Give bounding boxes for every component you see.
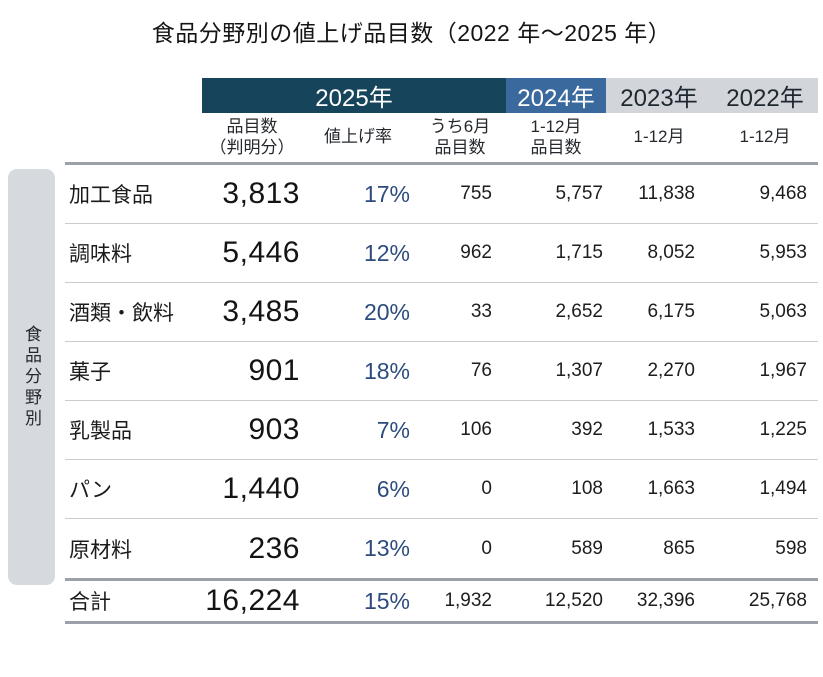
row-june-2025: 962 (460, 242, 492, 263)
row-2022: 1,225 (759, 419, 807, 440)
total-items-2025: 16,224 (205, 584, 300, 617)
row-2024: 1,307 (555, 360, 603, 381)
row-rate-2025: 18% (363, 357, 410, 384)
row-2024: 5,757 (555, 183, 603, 204)
total-label: 合計 (69, 591, 111, 614)
total-2022: 25,768 (748, 590, 807, 611)
row-items-2025: 236 (248, 531, 300, 565)
col-header-items-line1: 品目数 (226, 116, 278, 136)
row-items-2025: 1,440 (222, 472, 300, 505)
row-2024: 589 (571, 537, 603, 559)
row-2022: 9,468 (759, 183, 807, 204)
row-category: 加工食品 (69, 184, 153, 207)
row-2023: 865 (663, 537, 695, 559)
col-header-june-line2: 品目数 (434, 138, 486, 157)
page-title: 食品分野別の値上げ品目数（2022 年～2025 年） (151, 20, 672, 46)
total-june-2025: 1,932 (444, 590, 492, 611)
row-2024: 1,715 (555, 242, 603, 263)
total-2023: 32,396 (636, 590, 695, 611)
row-category: 乳製品 (69, 420, 132, 443)
row-june-2025: 755 (460, 183, 492, 204)
row-2022: 1,494 (759, 478, 807, 499)
row-2023: 1,533 (647, 419, 695, 440)
row-rate-2025: 7% (376, 416, 410, 443)
row-2023: 1,663 (647, 478, 695, 499)
table-row: 加工食品 3,813 17% 755 5,757 11,838 9,468 (65, 165, 818, 224)
row-category: 菓子 (69, 361, 111, 384)
row-2022: 5,063 (759, 301, 807, 322)
row-2023: 2,270 (647, 360, 695, 381)
col-header-june: うち6月 品目数 (414, 116, 506, 159)
row-2024: 392 (571, 419, 603, 440)
row-2023: 6,175 (647, 301, 695, 322)
row-2022: 598 (775, 537, 807, 559)
row-items-2025: 5,446 (222, 236, 300, 269)
row-2022: 1,967 (759, 360, 807, 381)
row-rate-2025: 13% (363, 535, 410, 561)
row-rate-2025: 20% (363, 298, 410, 325)
year-band-2025: 2025年 (202, 78, 506, 113)
row-june-2025: 106 (460, 419, 492, 440)
row-2022: 5,953 (759, 242, 807, 263)
col-header-2024: 1-12月 品目数 (506, 116, 606, 159)
row-june-2025: 0 (481, 478, 492, 499)
price-table: 2025年 2024年 2023年 2022年 品目数 （判明分） 値上げ率 う… (65, 78, 818, 624)
col-header-2024-line2: 品目数 (530, 138, 582, 157)
col-header-2022: 1-12月 (739, 127, 791, 147)
row-rate-2025: 17% (363, 180, 410, 207)
year-band-2023: 2023年 (606, 78, 712, 113)
col-header-june-line1: うち6月 (429, 116, 491, 136)
row-group-label: 食品分野別 (8, 169, 55, 585)
year-band-row: 2025年 2024年 2023年 2022年 (65, 78, 818, 113)
col-header-rate: 値上げ率 (324, 127, 392, 147)
row-category: 調味料 (69, 243, 132, 266)
table-row: 菓子 901 18% 76 1,307 2,270 1,967 (65, 342, 818, 401)
col-header-items: 品目数 （判明分） (202, 116, 302, 159)
row-items-2025: 3,485 (222, 295, 300, 328)
total-2024: 12,520 (544, 590, 603, 611)
table-row: 乳製品 903 7% 106 392 1,533 1,225 (65, 401, 818, 460)
row-2024: 2,652 (555, 301, 603, 322)
table-row: 酒類・飲料 3,485 20% 33 2,652 6,175 5,063 (65, 283, 818, 342)
row-category: 原材料 (69, 538, 132, 562)
total-row: 合計 16,224 15% 1,932 12,520 32,396 25,768 (65, 578, 818, 624)
row-june-2025: 33 (470, 301, 492, 322)
row-items-2025: 903 (248, 413, 300, 446)
band-spacer (65, 78, 202, 113)
table-row: 原材料 236 13% 0 589 865 598 (65, 519, 818, 578)
row-june-2025: 76 (470, 360, 492, 381)
row-june-2025: 0 (481, 537, 492, 559)
col-header-2024-line1: 1-12月 (530, 116, 582, 136)
year-band-2022: 2022年 (712, 78, 818, 113)
row-rate-2025: 6% (376, 475, 410, 502)
col-header-items-line2: （判明分） (209, 138, 295, 157)
table-row: パン 1,440 6% 0 108 1,663 1,494 (65, 460, 818, 519)
total-rate-2025: 15% (363, 587, 410, 614)
row-2024: 108 (571, 478, 603, 499)
row-category: パン (69, 479, 113, 502)
row-2023: 11,838 (638, 183, 695, 204)
row-items-2025: 3,813 (222, 177, 300, 210)
row-category: 酒類・飲料 (69, 302, 174, 325)
col-header-2023: 1-12月 (633, 127, 685, 147)
year-band-2024: 2024年 (506, 78, 606, 113)
row-rate-2025: 12% (363, 239, 410, 266)
column-header-row: 品目数 （判明分） 値上げ率 うち6月 品目数 1-12月 品目数 1-12月 … (65, 112, 818, 165)
row-2023: 8,052 (647, 242, 695, 263)
row-items-2025: 901 (248, 354, 300, 387)
table-row: 調味料 5,446 12% 962 1,715 8,052 5,953 (65, 224, 818, 283)
